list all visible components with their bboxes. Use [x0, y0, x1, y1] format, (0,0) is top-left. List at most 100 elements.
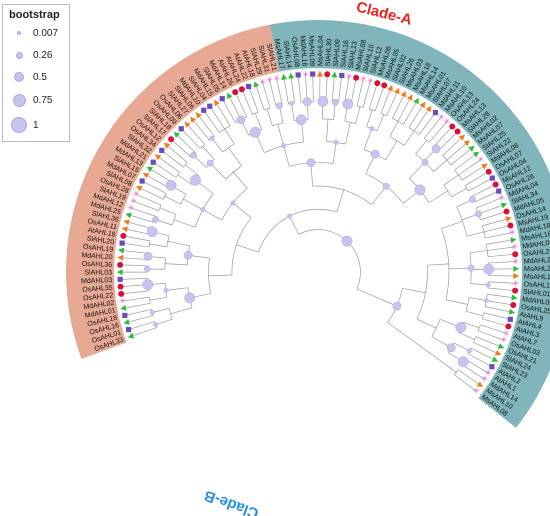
tree-branch — [145, 174, 170, 189]
tree-branch — [336, 189, 345, 213]
leaf-marker — [253, 81, 260, 88]
bootstrap-node — [236, 115, 246, 125]
tree-branch — [122, 296, 150, 302]
leaf-marker — [508, 308, 516, 315]
bootstrap-node — [163, 287, 169, 293]
tree-branch — [487, 287, 516, 291]
leaf-label: SlAHL09 — [333, 39, 342, 67]
tree-branch — [445, 299, 468, 305]
tree-branch — [133, 200, 159, 212]
bootstrap-node — [475, 210, 482, 218]
leaf-label: MdAHL09 — [522, 296, 550, 307]
tree-branch — [469, 250, 488, 254]
leaf-marker — [513, 265, 520, 272]
bootstrap-node — [447, 262, 450, 266]
bootstrap-node — [148, 242, 151, 246]
leaf-label: OsAHL35 — [82, 285, 113, 294]
legend-entry: 0.75 — [9, 92, 52, 108]
tree-branch — [486, 239, 514, 245]
tree-branch — [185, 164, 200, 176]
leaf-marker — [449, 123, 456, 130]
bootstrap-dot-icon — [11, 117, 27, 133]
leaf-marker — [512, 287, 519, 294]
bootstrap-node — [446, 343, 456, 353]
tree-branch — [312, 74, 314, 102]
bootstrap-node — [289, 100, 295, 106]
tree-branch — [468, 177, 493, 192]
tree-branch — [130, 327, 157, 337]
bootstrap-node — [485, 282, 491, 288]
tree-branch — [448, 267, 472, 270]
tree-branch — [186, 123, 206, 145]
bootstrap-node — [143, 265, 151, 273]
tree-branch-arc — [158, 204, 162, 211]
tree-branch-arc — [442, 155, 452, 166]
bootstrap-node — [302, 97, 312, 107]
tree-branch-arc — [148, 297, 151, 304]
tree-branch — [332, 142, 337, 164]
leaf-label: MsAHL04 — [317, 35, 324, 66]
tree-branch — [228, 147, 242, 167]
tree-branch — [402, 287, 426, 294]
leaf-marker — [494, 349, 502, 356]
tree-branch — [283, 76, 289, 104]
tree-branch — [232, 202, 252, 219]
tree-branch — [202, 146, 215, 160]
leaf-label: SlAHL13 — [348, 41, 359, 69]
leaf-marker — [195, 112, 202, 119]
leaf-marker — [154, 154, 162, 161]
leaf-label: MdAHL23 — [524, 257, 550, 266]
bootstrap-node — [209, 135, 215, 141]
leaf-marker — [120, 304, 127, 311]
leaf-marker: ✳ — [438, 113, 445, 122]
leaf-marker — [510, 302, 517, 309]
tree-branch — [485, 232, 513, 239]
leaf-label: MdAHL20 — [81, 252, 113, 261]
tree-branch — [371, 186, 387, 205]
bootstrap-node — [331, 98, 339, 106]
leaf-marker — [125, 212, 132, 219]
tree-branch — [485, 306, 512, 313]
tree-branch-arc — [252, 111, 259, 115]
leaf-label: MsAHL20 — [524, 266, 550, 273]
tree-branch — [197, 114, 215, 137]
leaf-marker: ✳ — [259, 77, 266, 86]
tree-branch — [467, 353, 493, 368]
leaf-marker — [496, 188, 502, 194]
bootstrap-node — [190, 151, 197, 159]
tree-branch — [159, 207, 177, 215]
tree-branch — [122, 242, 150, 248]
leaf-marker — [489, 175, 495, 181]
legend-label: 1 — [33, 119, 39, 131]
bootstrap-node — [295, 114, 307, 126]
tree-branch — [126, 221, 154, 229]
bootstrap-node — [230, 200, 236, 206]
tree-branch — [209, 162, 227, 180]
bootstrap-node — [482, 230, 486, 234]
leaf-marker — [353, 74, 360, 81]
tree-branch — [488, 261, 516, 264]
leaf-marker: ✳ — [127, 203, 134, 212]
legend-label: 0.007 — [33, 27, 59, 39]
tree-branch — [486, 300, 514, 306]
bootstrap-node — [306, 158, 316, 168]
tree-branch — [121, 290, 149, 295]
leaf-marker — [513, 273, 520, 280]
tree-branch — [423, 116, 442, 139]
leaf-marker — [117, 261, 124, 268]
leaf-marker: ✳ — [501, 336, 508, 345]
tree-branch — [443, 174, 459, 186]
leaf-label: OsAHL22 — [83, 292, 114, 302]
bootstrap-node — [392, 301, 402, 311]
tree-branch — [138, 187, 164, 200]
leaf-marker — [310, 71, 316, 77]
leaf-marker — [324, 71, 331, 78]
tree-branch — [487, 246, 515, 251]
leaf-marker: ✳ — [266, 76, 273, 85]
leaf-marker — [512, 251, 519, 258]
tree-branch — [181, 128, 201, 149]
leaf-marker — [173, 131, 181, 138]
tree-branch — [120, 257, 148, 260]
leaf-marker — [184, 121, 191, 128]
tree-branch — [464, 171, 489, 186]
